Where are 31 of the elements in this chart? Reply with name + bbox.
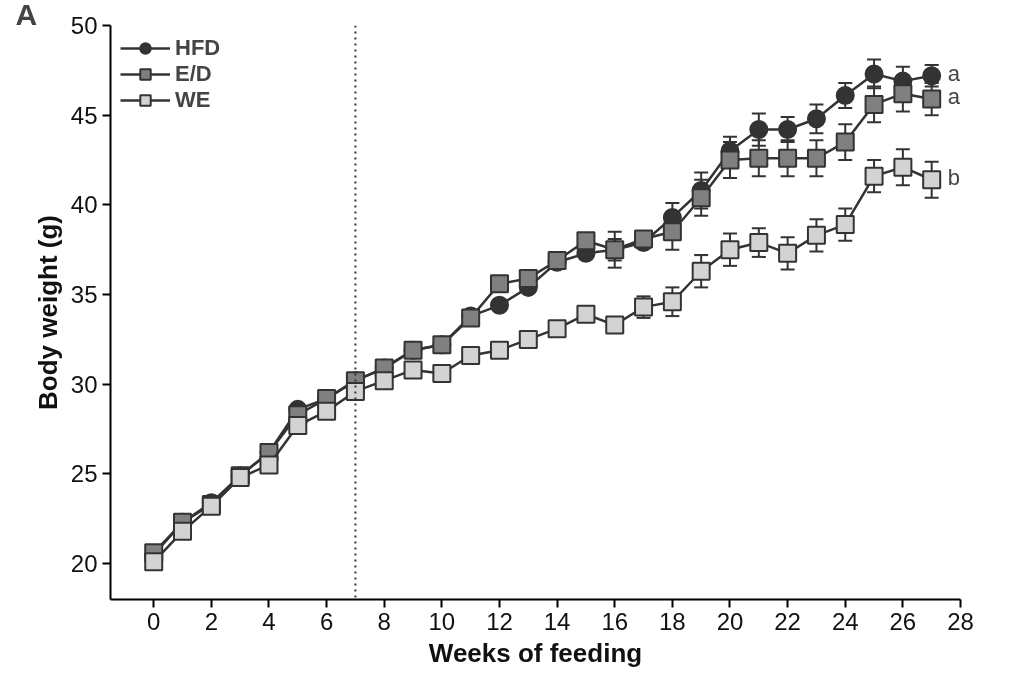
x-tick-label: 4	[262, 607, 276, 635]
text: A	[15, 0, 38, 31]
y-tick-label: 25	[70, 460, 98, 488]
legend-label: WE	[175, 87, 211, 113]
x-tick-label: 2	[204, 607, 219, 635]
x-tick-label: 20	[716, 607, 744, 635]
x-tick-label: 26	[889, 607, 917, 635]
y-tick-label: 30	[70, 370, 98, 398]
y-axis-title: Body weight (g)	[32, 215, 63, 410]
annotation: b	[947, 164, 960, 190]
x-tick-label: 6	[319, 607, 334, 635]
x-tick-label: 14	[543, 607, 571, 635]
x-tick-label: 24	[831, 607, 859, 635]
y-tick-label: 40	[70, 191, 98, 219]
y-tick-label: 20	[70, 550, 98, 578]
x-tick-label: 22	[774, 607, 801, 635]
x-tick-label: 28	[947, 607, 974, 635]
x-axis-title: Weeks of feeding	[428, 637, 643, 668]
x-tick-label: 12	[486, 607, 513, 635]
x-tick-label: 10	[428, 607, 456, 635]
x-tick-label: 16	[601, 607, 629, 635]
y-tick-label: 50	[70, 12, 98, 39]
legend-label: HFD	[175, 35, 221, 61]
annotation: a	[947, 84, 961, 110]
x-tick-label: 0	[147, 607, 161, 635]
x-tick-label: 18	[659, 607, 686, 635]
annotation: a	[947, 60, 961, 86]
x-tick-label: 8	[377, 607, 391, 635]
y-tick-label: 45	[70, 101, 98, 129]
legend-label: E/D	[175, 61, 212, 87]
y-tick-label: 35	[70, 281, 98, 309]
